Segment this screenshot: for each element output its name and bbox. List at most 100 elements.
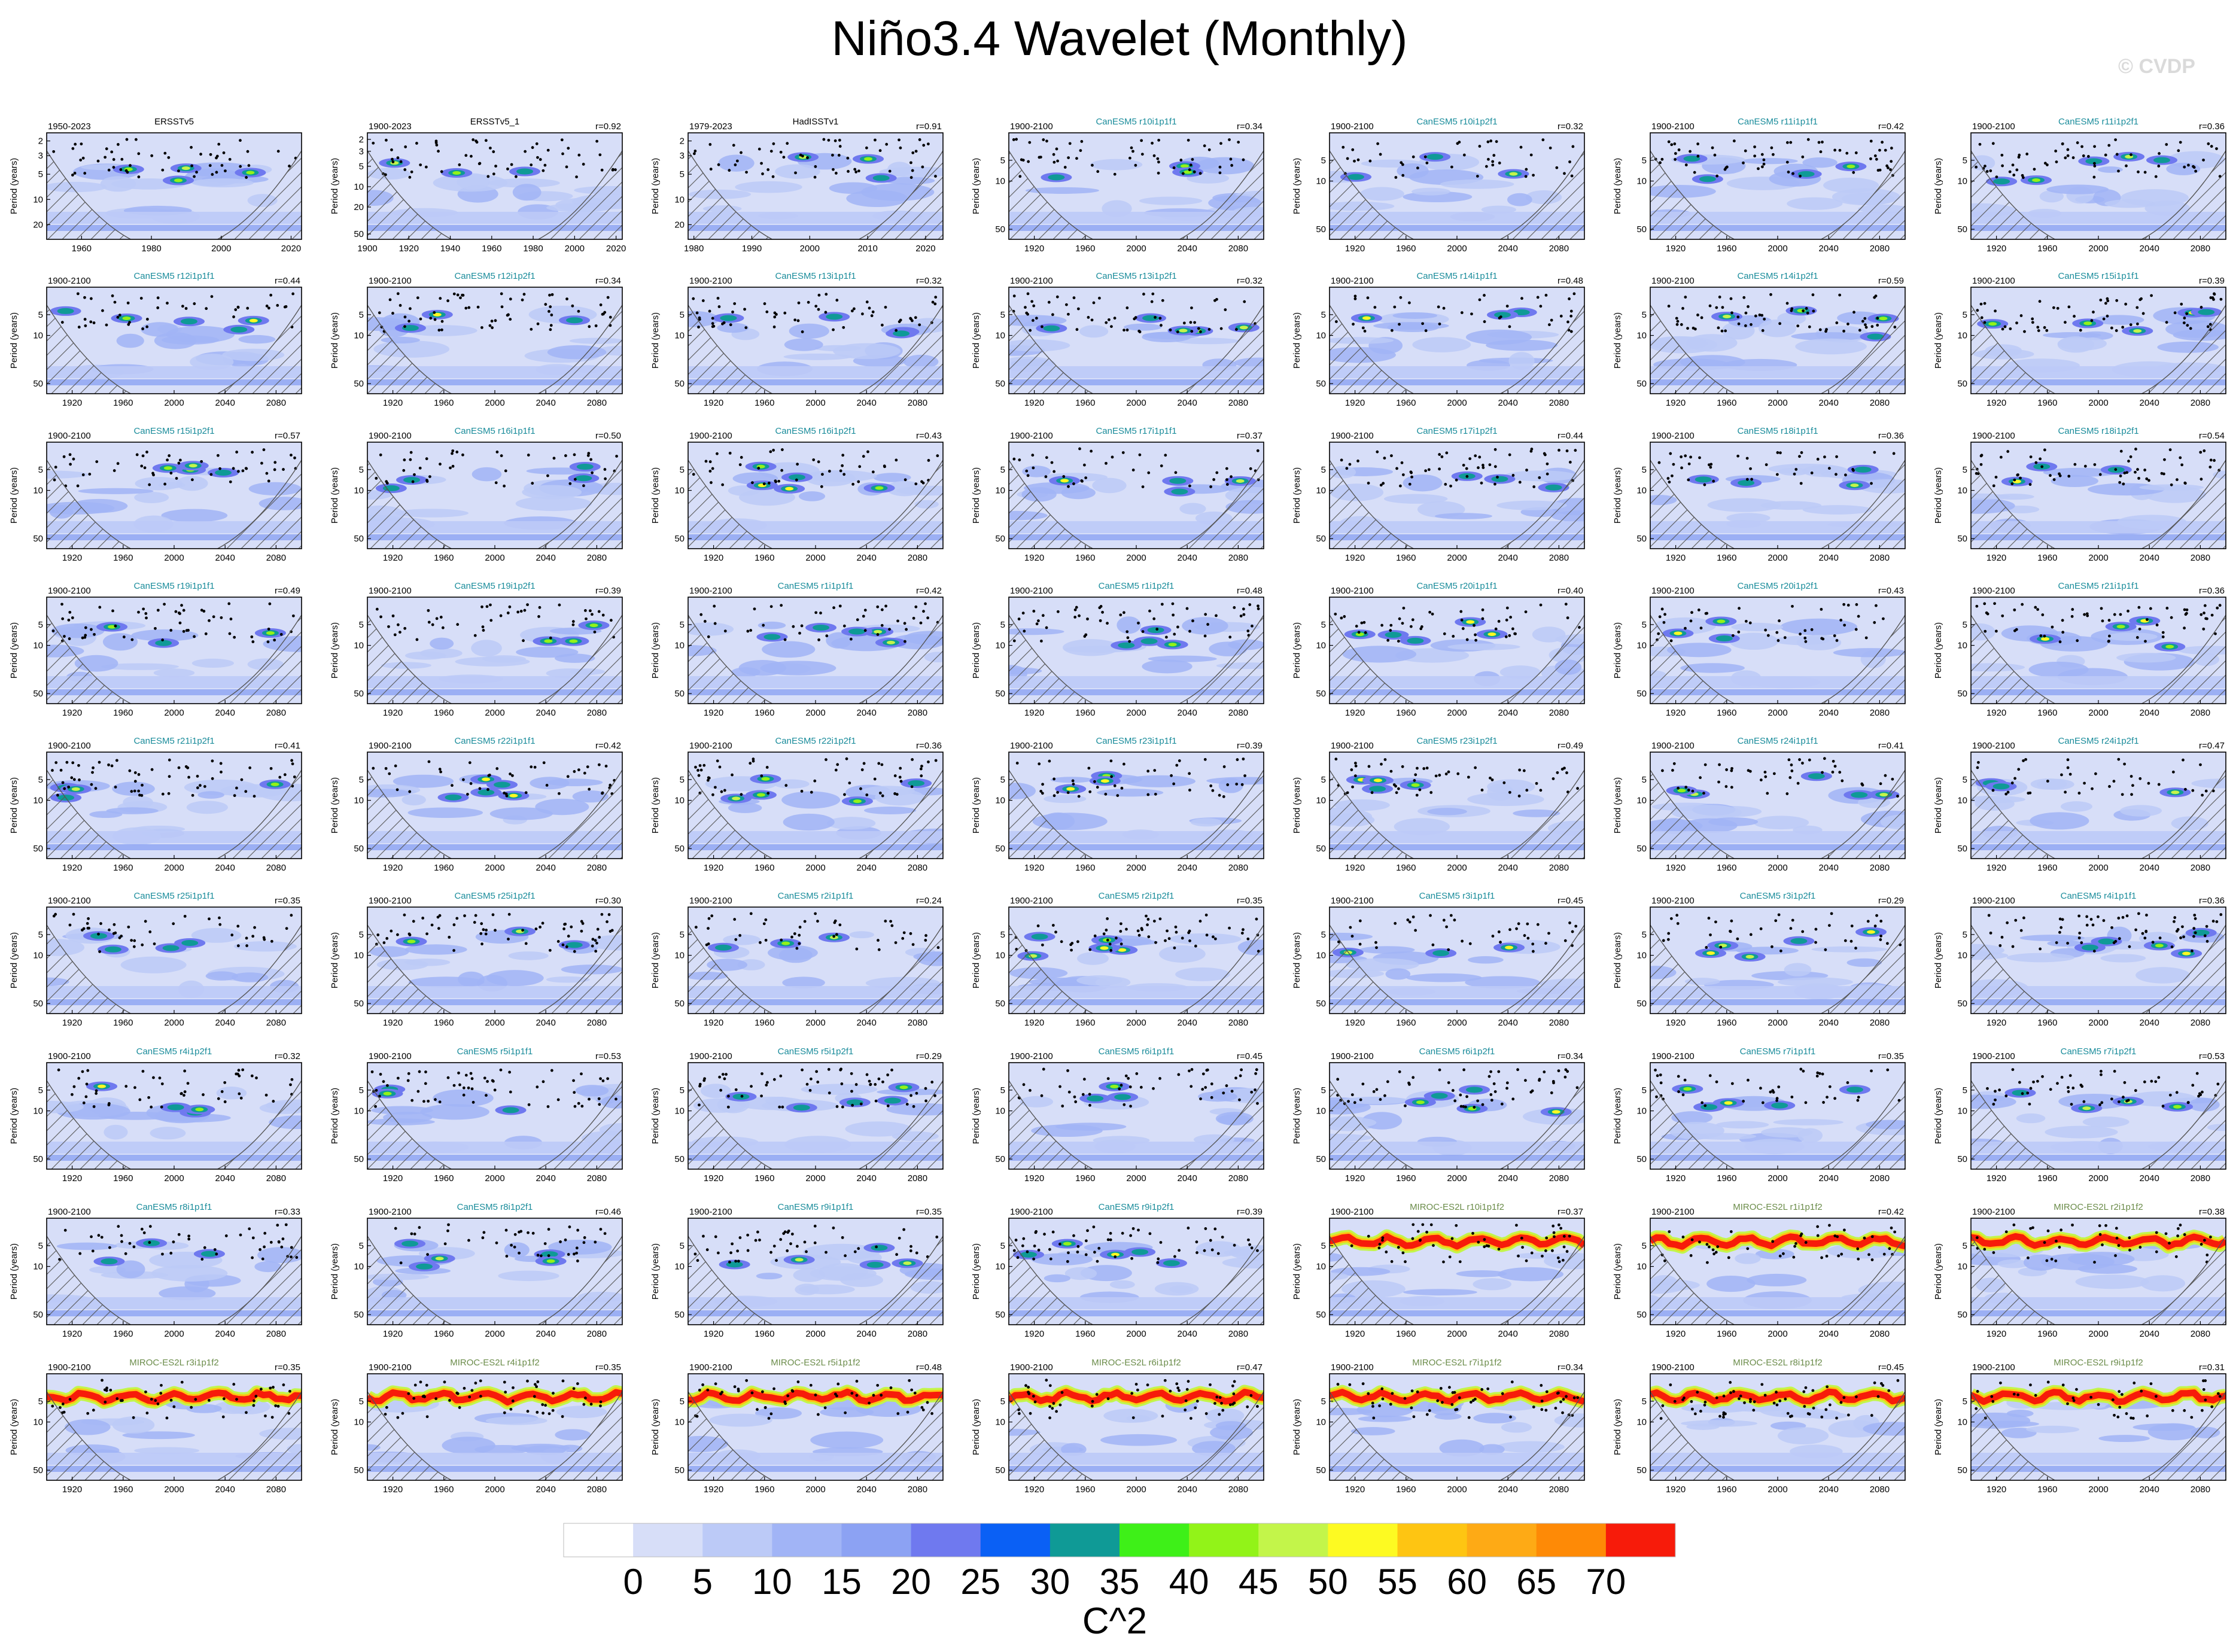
significance-dot [1574, 449, 1577, 452]
significance-dot [1476, 1099, 1480, 1103]
y-tick-label: 10 [33, 951, 43, 961]
significance-dot [577, 309, 580, 313]
power-contour [1811, 946, 1888, 953]
power-hotspot [874, 629, 883, 634]
significance-dot [2203, 934, 2207, 938]
significance-dot [2019, 929, 2023, 932]
panel-dataset-label: CanESM5 r11i1p1f1 [1738, 117, 1818, 127]
power-contour [433, 1089, 494, 1107]
significance-dot [1140, 153, 1144, 156]
significance-dot [1122, 1103, 1126, 1106]
power-hotspot [1988, 322, 1997, 326]
power-contour [1384, 494, 1448, 504]
significance-dot [2213, 459, 2216, 462]
significance-dot [218, 467, 222, 470]
significance-dot [2203, 611, 2205, 614]
significance-dot [1747, 305, 1750, 308]
significance-dot [581, 921, 585, 925]
significance-dot [408, 175, 412, 179]
significance-dot [838, 923, 842, 927]
y-tick-label: 10 [33, 486, 43, 496]
y-tick-label: 5 [1963, 775, 1967, 785]
significance-dot [1465, 1095, 1468, 1099]
y-tick-label: 10 [1636, 796, 1647, 806]
significance-dot [2173, 916, 2177, 919]
power-contour [1122, 775, 1196, 787]
significance-dot [1026, 292, 1030, 296]
significance-dot [2211, 920, 2215, 923]
panel-dataset-label: CanESM5 r4i1p1f1 [2061, 891, 2137, 901]
significance-dot [734, 938, 738, 941]
significance-dot [542, 1080, 545, 1084]
significance-dot [852, 307, 856, 311]
significance-dot [1869, 157, 1872, 160]
x-tick-label: 1920 [62, 1173, 82, 1184]
panel-correlation-label: r=0.32 [916, 276, 942, 286]
power-hotspot [1426, 154, 1444, 160]
significance-dot [535, 142, 539, 145]
significance-dot [462, 778, 465, 781]
power-contour [1753, 816, 1809, 830]
significance-dot [808, 1088, 812, 1092]
y-tick-label: 10 [1316, 486, 1326, 496]
significance-dot [158, 1076, 162, 1080]
significance-dot [552, 457, 556, 460]
significance-dot [563, 923, 566, 926]
power-contour [735, 181, 802, 193]
y-tick-label: 5 [1321, 620, 1326, 630]
significance-dot [1032, 610, 1036, 613]
significance-dot [51, 769, 54, 772]
significance-dot [1108, 942, 1112, 946]
power-contour [1507, 193, 1532, 206]
panel-period-label: 1900-2100 [1972, 276, 2015, 286]
significance-dot [2194, 169, 2198, 173]
significance-dot [508, 1070, 512, 1074]
power-contour [1169, 933, 1242, 945]
power-hotspot [1509, 172, 1518, 176]
significance-dot [2199, 763, 2202, 766]
significance-dot [909, 161, 912, 165]
significance-dot [1015, 761, 1019, 765]
x-tick-label: 2040 [857, 708, 877, 718]
significance-dot [1676, 320, 1680, 323]
cone-of-influence-line [1330, 769, 1584, 859]
significance-dot [577, 768, 580, 772]
significance-dot [1148, 609, 1151, 613]
significance-dot [1256, 449, 1260, 452]
significance-dot [130, 638, 134, 641]
significance-dot [1242, 757, 1245, 760]
significance-dot [934, 296, 938, 299]
significance-dot [382, 1080, 385, 1084]
significance-dot [288, 165, 291, 168]
significance-dot [1994, 309, 1997, 313]
panel-period-label: 1900-2100 [369, 431, 412, 441]
significance-dot [1128, 640, 1131, 643]
significance-dot [107, 168, 111, 172]
significance-dot [1705, 946, 1708, 949]
x-tick-label: 1960 [1717, 863, 1736, 873]
significance-dot [183, 914, 187, 918]
significance-dot [154, 626, 157, 630]
y-axis-label: Period (years) [1613, 1088, 1623, 1144]
significance-dot [1518, 768, 1522, 772]
significance-dot [1791, 604, 1794, 608]
significance-dot [403, 913, 406, 917]
power-band [688, 534, 943, 540]
panel-period-label: 1900-2100 [1010, 586, 1053, 596]
significance-dot [750, 1085, 753, 1088]
power-contour [1487, 784, 1514, 801]
power-hotspot [544, 639, 553, 643]
significance-dot [139, 297, 143, 300]
significance-dot [1667, 305, 1671, 308]
significance-dot [1666, 938, 1670, 941]
significance-dot [862, 762, 866, 765]
significance-dot [238, 1074, 241, 1078]
significance-dot [2135, 636, 2139, 639]
significance-dot [1070, 948, 1073, 952]
power-contour [1731, 622, 1784, 632]
significance-dot [2019, 476, 2022, 480]
